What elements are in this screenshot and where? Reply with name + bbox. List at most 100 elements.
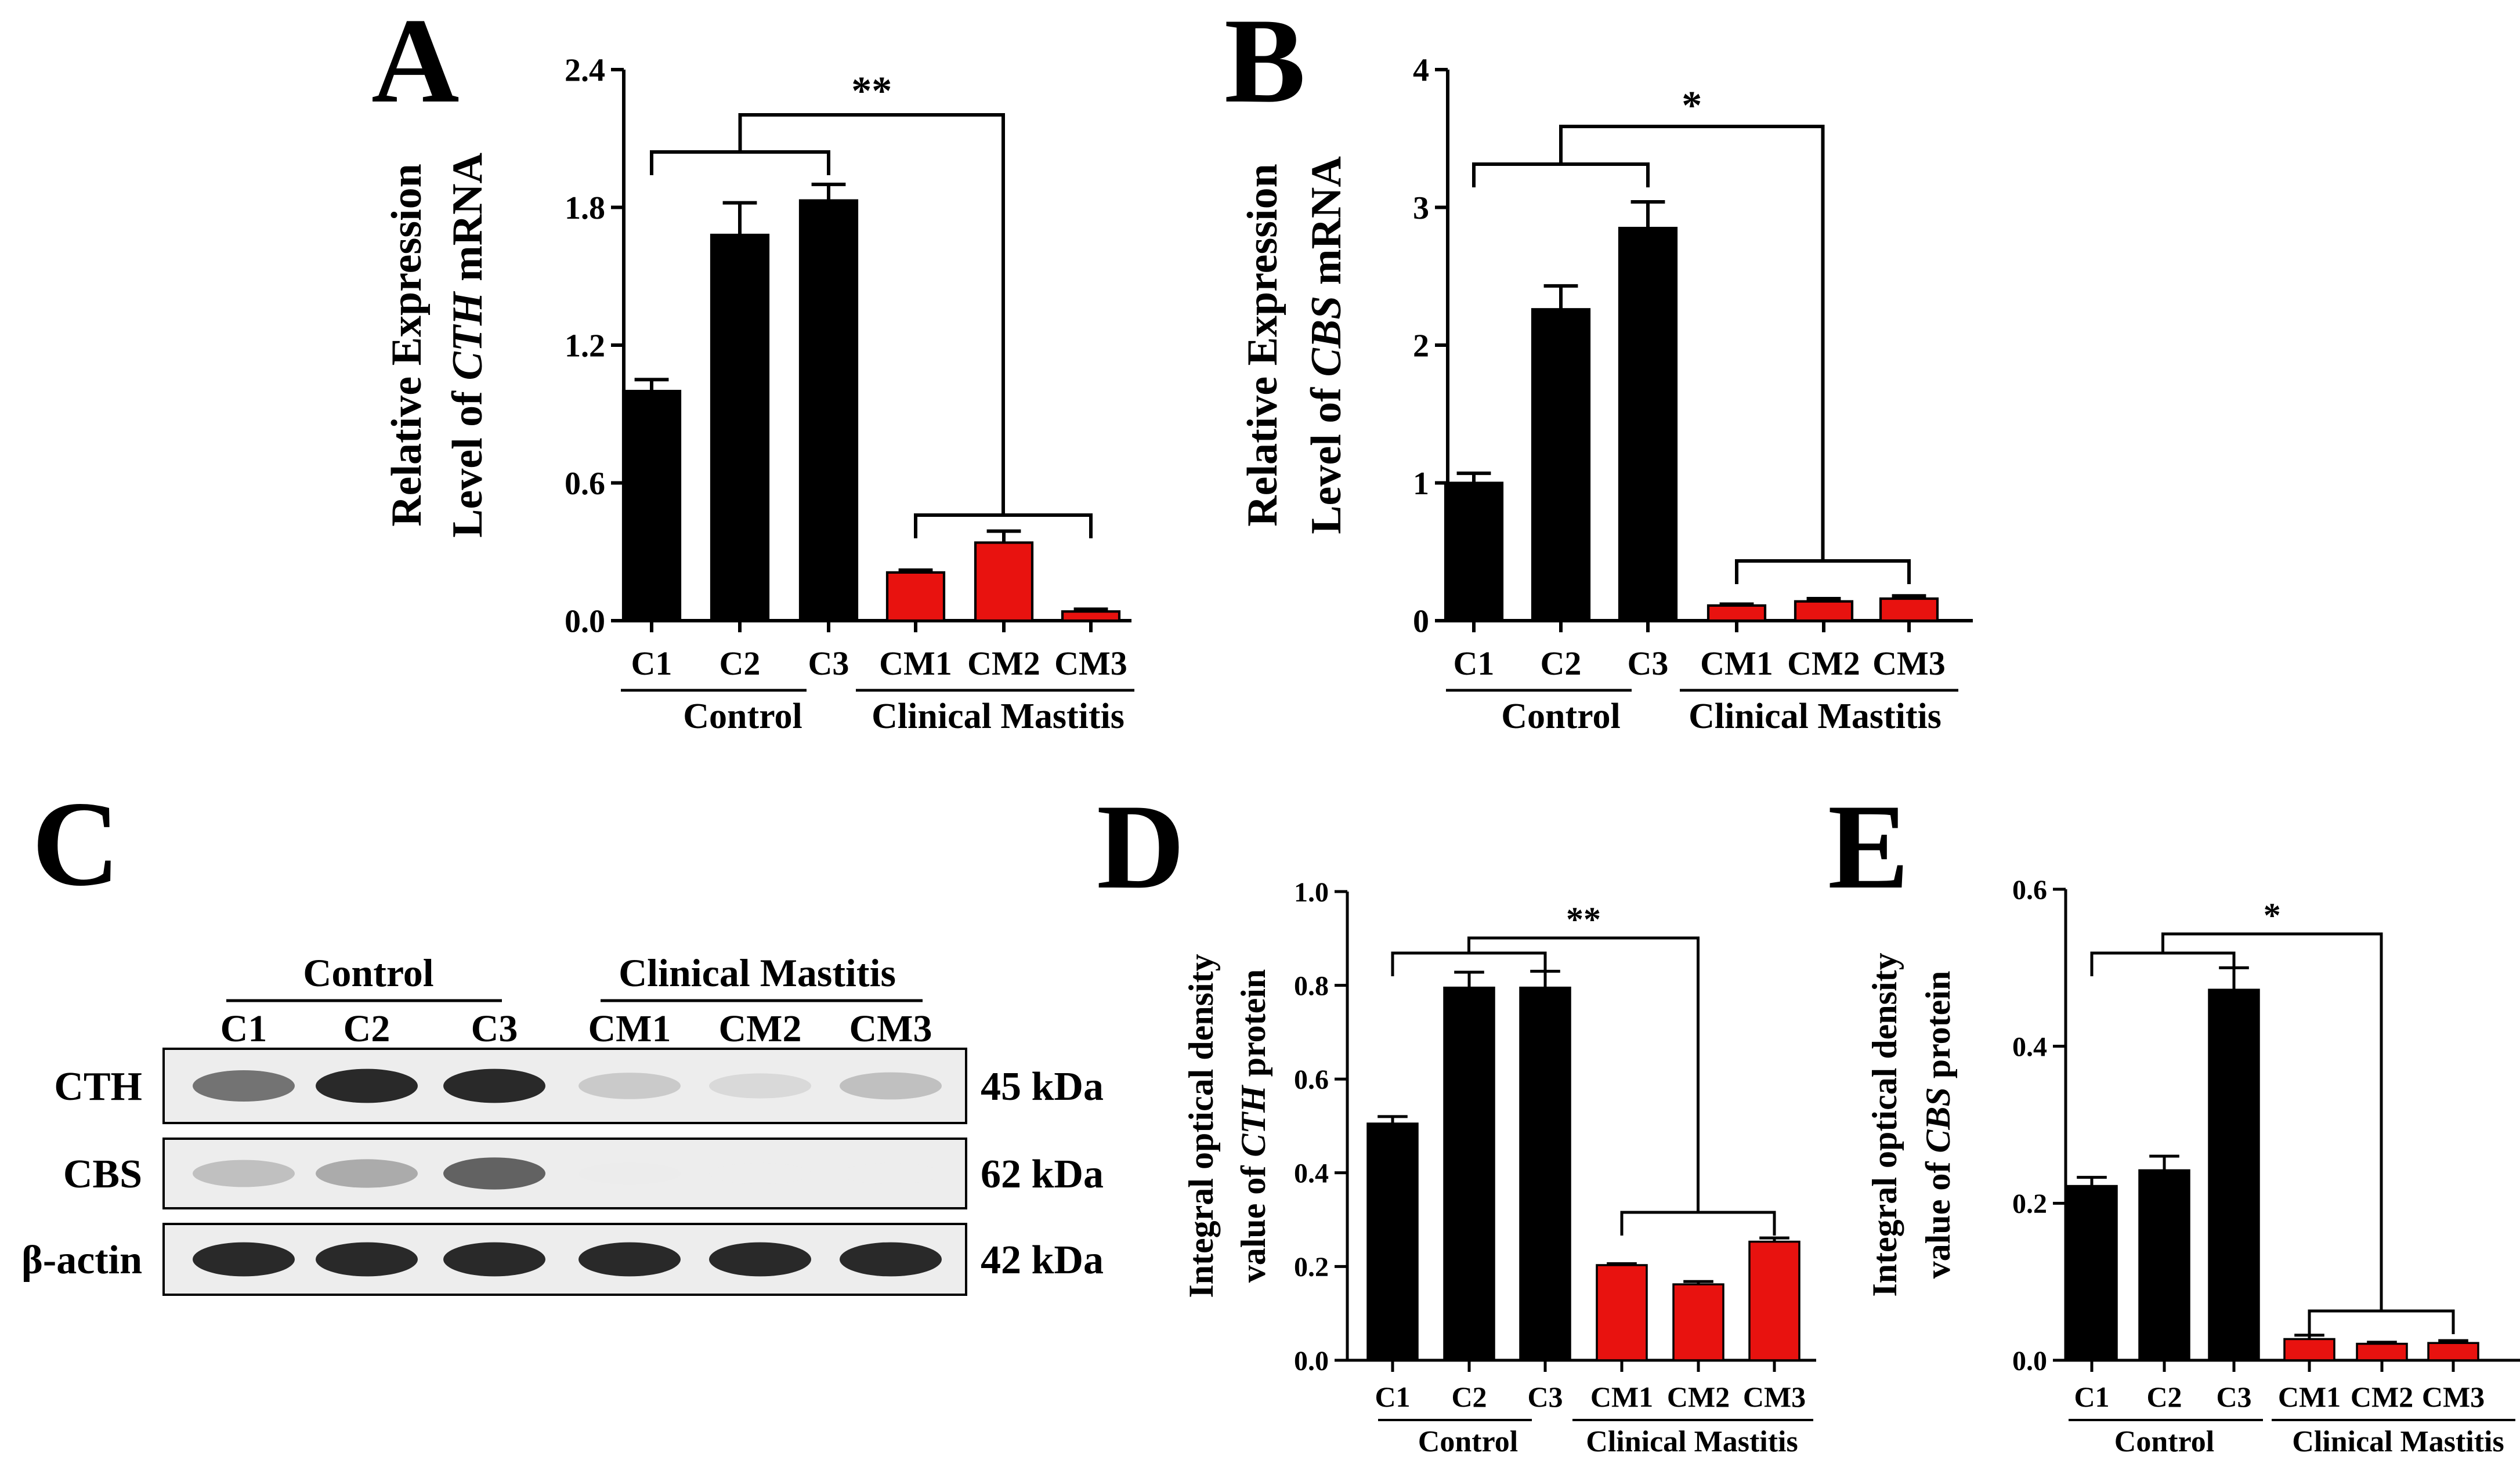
y-tick-label: 0.8 xyxy=(1294,970,1329,1001)
x-tick-label-C3: C3 xyxy=(1628,644,1669,682)
blot-row-label: CBS xyxy=(63,1152,142,1197)
y-tick-label: 0.0 xyxy=(2012,1346,2047,1377)
x-tick-label-C3: C3 xyxy=(1527,1381,1563,1413)
panel-letter-D: D xyxy=(1097,780,1185,914)
panel-letter-B: B xyxy=(1224,0,1306,128)
blot-band-CBS-CM1 xyxy=(579,1162,681,1185)
blot-band-CTH-CM2 xyxy=(709,1073,811,1099)
blot-band-CBS-C1 xyxy=(193,1160,295,1187)
bar-C2 xyxy=(2138,1169,2190,1361)
panel-letter-E: E xyxy=(1828,780,1909,914)
x-tick-label-CM1: CM1 xyxy=(1700,644,1773,682)
bracket-mastitis xyxy=(1620,1211,1776,1236)
x-tick-label-C2: C2 xyxy=(720,644,761,682)
y-tick-label: 0.4 xyxy=(2012,1031,2047,1062)
y-tick-label: 0 xyxy=(1413,604,1429,640)
group-label: Clinical Mastitis xyxy=(872,697,1125,736)
blot-band-CBS-C3 xyxy=(443,1157,545,1190)
bar-CM3 xyxy=(1748,1240,1800,1361)
blot-lane-label-CM1: CM1 xyxy=(588,1008,671,1050)
x-tick-label-C2: C2 xyxy=(1541,644,1582,682)
x-tick-label-CM1: CM1 xyxy=(1590,1381,1653,1413)
y-axis-label-line2: Level of CTH mRNA xyxy=(444,153,491,538)
y-tick-label: 1.8 xyxy=(565,190,605,226)
x-tick-label-C3: C3 xyxy=(2216,1381,2251,1413)
bar-C3 xyxy=(1519,986,1571,1361)
blot-row-label: CTH xyxy=(54,1064,142,1109)
significance-marker: ** xyxy=(1566,900,1601,939)
x-tick-label-C1: C1 xyxy=(631,644,673,682)
bar-C1 xyxy=(2066,1185,2118,1361)
x-tick-label-C2: C2 xyxy=(1451,1381,1487,1413)
x-tick-label-CM1: CM1 xyxy=(879,644,952,682)
blot-lane-label-CM3: CM3 xyxy=(849,1008,932,1050)
chart-panel-A: 0.0 0.6 1.2 1.8 2.4 Relative Expression Level … xyxy=(383,53,1134,736)
bar-CM2 xyxy=(1672,1283,1724,1361)
bracket-link xyxy=(738,113,1005,515)
chart-panel-B: 0 1 2 3 4 Relative Expression Level of CBS mRN… xyxy=(1239,53,1973,736)
bar-C1 xyxy=(1366,1122,1419,1361)
y-tick-label: 0.2 xyxy=(1294,1252,1329,1283)
y-tick-label: 0.2 xyxy=(2012,1189,2047,1219)
y-axis-label-line1: Integral optical density xyxy=(1182,954,1220,1298)
bar-CM3 xyxy=(1879,597,1939,622)
bar-C3 xyxy=(1618,227,1678,622)
y-tick-label: 1.2 xyxy=(565,328,605,364)
bar-C3 xyxy=(798,199,859,622)
significance-marker: * xyxy=(1682,84,1702,128)
bar-CM2 xyxy=(2356,1342,2408,1361)
blot-band-CTH-C2 xyxy=(316,1068,418,1103)
group-label: Control xyxy=(683,697,802,736)
bracket-control xyxy=(1472,162,1650,187)
significance-marker: ** xyxy=(851,69,892,114)
blot-band-β-actin-CM3 xyxy=(840,1242,942,1277)
x-tick-label-CM3: CM3 xyxy=(1743,1381,1806,1413)
blot-band-CTH-CM1 xyxy=(579,1073,681,1099)
bar-C2 xyxy=(710,233,770,622)
blot-band-CBS-C2 xyxy=(316,1159,418,1188)
western-blot-panel: Control Clinical Mastitis C1 C2 C3 CM1 CM2 CM3 C… xyxy=(21,951,1104,1296)
bar-CM3 xyxy=(2427,1342,2479,1361)
group-label: Clinical Mastitis xyxy=(1689,697,1941,736)
bracket-mastitis xyxy=(1735,559,1911,584)
blot-group-label: Clinical Mastitis xyxy=(619,951,896,995)
blot-band-CBS-CM3 xyxy=(840,1162,942,1185)
blot-group-label: Control xyxy=(303,951,433,995)
blot-membrane-CBS xyxy=(162,1138,967,1209)
group-label: Control xyxy=(1501,697,1621,736)
y-tick-label: 0.6 xyxy=(565,466,605,502)
x-tick-label-CM2: CM2 xyxy=(1667,1381,1730,1413)
bar-C2 xyxy=(1531,308,1591,622)
blot-band-β-actin-C3 xyxy=(443,1242,545,1277)
bar-C2 xyxy=(1443,986,1495,1361)
group-label: Control xyxy=(2114,1425,2214,1458)
x-tick-label-C2: C2 xyxy=(2146,1381,2182,1413)
blot-band-CTH-CM3 xyxy=(840,1072,942,1100)
y-axis-label-line2: value of CTH protein xyxy=(1234,969,1272,1283)
bracket-control xyxy=(650,150,830,175)
bracket-link xyxy=(1559,125,1825,561)
blot-lane-label-C3: C3 xyxy=(471,1008,518,1050)
y-axis-label-line1: Relative Expression xyxy=(383,164,431,527)
y-tick-label: 0.4 xyxy=(1294,1158,1329,1189)
blot-band-CBS-CM2 xyxy=(709,1162,811,1185)
x-tick-label-C1: C1 xyxy=(2074,1381,2109,1413)
bracket-link xyxy=(1467,936,1700,1212)
y-axis-label-line2: Level of CBS mRNA xyxy=(1303,156,1350,534)
blot-lane-label-C1: C1 xyxy=(220,1008,267,1050)
bar-CM1 xyxy=(1706,604,1767,622)
bracket-mastitis xyxy=(2308,1309,2455,1334)
y-axis-label-line1: Relative Expression xyxy=(1239,164,1286,527)
blot-lane-label-C2: C2 xyxy=(344,1008,391,1050)
y-axis-label-line1: Integral optical density xyxy=(1865,952,1904,1296)
chart-panel-D: 0.0 0.2 0.4 0.6 0.8 1.0 Integral optical densi… xyxy=(1182,877,1816,1458)
significance-marker: * xyxy=(2264,896,2281,934)
y-tick-label: 2 xyxy=(1413,328,1429,364)
blot-membrane-CTH xyxy=(162,1048,967,1124)
y-axis-label-line2: value of CBS protein xyxy=(1919,971,1957,1279)
bracket-control xyxy=(2090,951,2236,976)
panel-letter-C: C xyxy=(32,777,120,911)
x-tick-label-C1: C1 xyxy=(1375,1381,1410,1413)
bar-CM2 xyxy=(974,541,1034,622)
